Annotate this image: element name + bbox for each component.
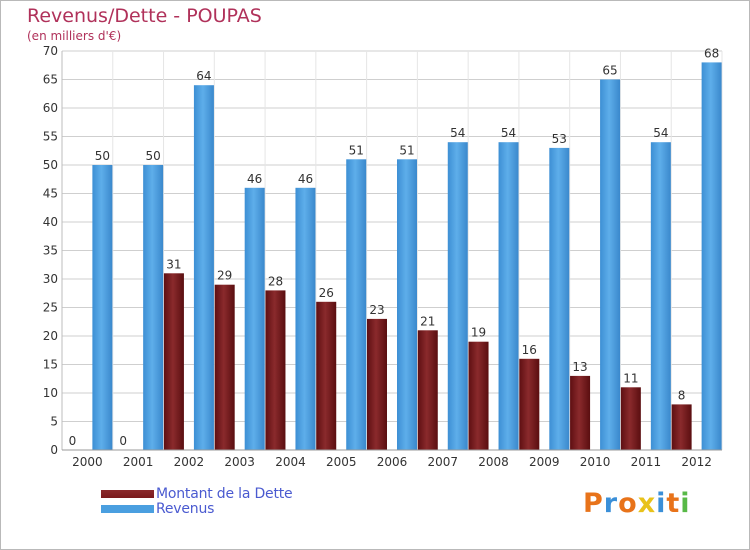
x-tick-label: 2012 (681, 455, 712, 469)
bar-revenus-2002 (193, 85, 214, 450)
y-tick-label: 10 (43, 386, 58, 400)
data-label-revenus: 50 (146, 149, 161, 163)
data-label-dette: 16 (522, 343, 537, 357)
y-tick-label: 55 (43, 130, 58, 144)
data-label-revenus: 51 (399, 143, 414, 157)
data-label-revenus: 53 (552, 132, 567, 146)
data-label-revenus: 64 (196, 69, 211, 83)
logo-letter: i (656, 488, 667, 519)
data-label-dette: 26 (319, 286, 334, 300)
bar-dette-2004 (265, 290, 286, 450)
legend-label-dette: Montant de la Dette (156, 485, 293, 502)
logo-letter: t (666, 488, 681, 519)
x-tick-label: 2011 (631, 455, 662, 469)
bar-revenus-2005 (346, 159, 367, 451)
bar-dette-2003 (214, 284, 235, 450)
y-tick-label: 5 (50, 415, 58, 429)
bar-dette-2008 (468, 341, 489, 450)
data-label-revenus: 54 (450, 126, 465, 140)
data-label-revenus: 68 (704, 46, 719, 60)
bar-revenus-2011 (650, 142, 671, 450)
bar-revenus-2003 (244, 187, 265, 451)
data-label-dette: 0 (69, 434, 77, 448)
x-tick-label: 2004 (275, 455, 306, 469)
data-label-revenus: 50 (95, 149, 110, 163)
legend-item-dette: Montant de la Dette (101, 485, 293, 502)
data-label-dette: 23 (369, 303, 384, 317)
data-label-dette: 19 (471, 326, 486, 340)
data-label-dette: 8 (678, 388, 686, 402)
data-label-dette: 29 (217, 269, 232, 283)
y-tick-label: 65 (43, 73, 58, 87)
bar-revenus-2010 (600, 79, 621, 450)
bar-dette-2005 (316, 301, 337, 450)
logo-letter: r (603, 488, 619, 519)
bar-dette-2012 (671, 404, 692, 450)
x-tick-label: 2009 (529, 455, 560, 469)
logo-letter: P (583, 488, 604, 519)
y-tick-label: 0 (50, 443, 58, 457)
logo-letter: o (618, 488, 638, 519)
y-tick-label: 40 (43, 215, 58, 229)
bar-dette-2010 (570, 375, 591, 450)
data-label-revenus: 54 (501, 126, 516, 140)
data-label-dette: 11 (623, 371, 638, 385)
chart-legend: Montant de la Dette Revenus (101, 485, 293, 517)
x-tick-label: 2001 (123, 455, 154, 469)
bar-dette-2011 (620, 387, 641, 450)
data-label-revenus: 46 (247, 172, 262, 186)
y-tick-label: 35 (43, 244, 58, 258)
legend-swatch-dette (101, 489, 154, 498)
bar-dette-2006 (367, 318, 387, 450)
chart-title: Revenus/Dette - POUPAS (27, 5, 262, 27)
y-tick-label: 50 (43, 158, 58, 172)
bar-revenus-2006 (397, 159, 417, 451)
x-tick-label: 2006 (377, 455, 408, 469)
x-tick-label: 2010 (580, 455, 611, 469)
data-label-dette: 31 (166, 257, 181, 271)
data-label-dette: 21 (420, 314, 435, 328)
x-tick-label: 2003 (224, 455, 255, 469)
bar-revenus-2009 (549, 147, 570, 450)
x-tick-label: 2007 (427, 455, 458, 469)
legend-label-revenus: Revenus (156, 500, 215, 517)
bar-dette-2009 (519, 358, 540, 450)
bar-revenus-2001 (143, 165, 164, 450)
bar-revenus-2012 (701, 62, 722, 451)
data-label-dette: 28 (268, 274, 283, 288)
x-tick-label: 2005 (326, 455, 357, 469)
data-label-revenus: 46 (298, 172, 313, 186)
y-tick-label: 60 (43, 101, 58, 115)
bar-revenus-2004 (295, 187, 316, 451)
bar-revenus-2008 (498, 142, 519, 450)
proxiti-logo: Proxiti (583, 488, 691, 519)
data-label-dette: 13 (572, 360, 587, 374)
y-tick-label: 30 (43, 272, 58, 286)
data-label-revenus: 51 (349, 143, 364, 157)
x-tick-label: 2008 (478, 455, 509, 469)
bar-dette-2007 (417, 330, 438, 450)
bar-dette-2002 (163, 273, 184, 450)
data-label-revenus: 65 (602, 64, 617, 78)
x-tick-label: 2002 (174, 455, 205, 469)
logo-letter: x (637, 488, 657, 519)
chart-subtitle: (en milliers d'€) (27, 29, 122, 43)
legend-swatch-revenus (101, 504, 154, 513)
bar-revenus-2000 (92, 165, 113, 450)
y-tick-label: 70 (43, 44, 58, 58)
bar-revenus-2007 (447, 142, 468, 450)
x-tick-label: 2000 (72, 455, 103, 469)
y-tick-label: 20 (43, 329, 58, 343)
data-label-revenus: 54 (653, 126, 668, 140)
legend-item-revenus: Revenus (101, 500, 292, 517)
y-tick-label: 25 (43, 301, 58, 315)
logo-letter: i (680, 488, 691, 519)
data-label-dette: 0 (119, 434, 127, 448)
y-tick-label: 45 (43, 187, 58, 201)
y-tick-label: 15 (43, 358, 58, 372)
